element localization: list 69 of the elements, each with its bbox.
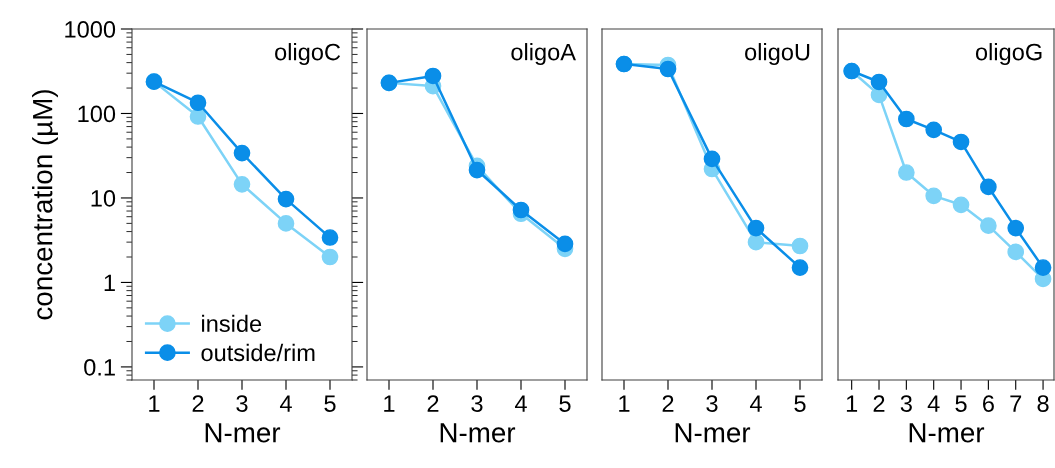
point bbox=[321, 229, 339, 246]
point bbox=[189, 108, 207, 125]
point bbox=[659, 60, 677, 78]
point bbox=[703, 150, 721, 168]
x-tick-label: 3 bbox=[900, 395, 912, 412]
point bbox=[277, 215, 295, 232]
x-tick-label: 2 bbox=[192, 395, 204, 412]
x-tick-label: 2 bbox=[427, 395, 439, 412]
x-tick-label: 4 bbox=[927, 395, 940, 412]
x-tick-label: 4 bbox=[279, 395, 292, 412]
x-tick-label: 1 bbox=[384, 395, 395, 412]
point bbox=[424, 67, 442, 85]
point bbox=[925, 121, 943, 139]
point bbox=[791, 237, 809, 255]
x-axis-title: N-mer bbox=[675, 423, 751, 443]
point bbox=[952, 133, 970, 151]
x-tick-label: 4 bbox=[749, 395, 762, 412]
x-tick-label: 5 bbox=[559, 395, 571, 412]
point bbox=[233, 144, 251, 162]
x-tick-label: 5 bbox=[955, 395, 967, 412]
y-tick-label: 1000 bbox=[65, 21, 116, 38]
point bbox=[233, 175, 251, 193]
point bbox=[1007, 219, 1025, 237]
point bbox=[556, 235, 574, 253]
text: oligoC bbox=[275, 43, 341, 66]
x-tick-label: 5 bbox=[794, 395, 806, 412]
legend-label: inside bbox=[202, 314, 262, 333]
x-tick-label: 3 bbox=[706, 395, 718, 412]
text: oligoG bbox=[975, 43, 1042, 66]
x-tick-label: 6 bbox=[983, 395, 994, 412]
point bbox=[870, 73, 888, 91]
x-tick-label: 2 bbox=[662, 395, 674, 412]
x-tick-label: 1 bbox=[619, 395, 630, 412]
x-tick-label: 3 bbox=[471, 395, 483, 412]
x-tick-label: 4 bbox=[514, 395, 527, 412]
point bbox=[747, 233, 765, 251]
point bbox=[925, 187, 943, 205]
x-tick-label: 8 bbox=[1037, 395, 1049, 412]
point bbox=[1007, 243, 1025, 261]
x-axis-title: N-mer bbox=[440, 423, 516, 443]
y-tick-label: 1 bbox=[104, 274, 115, 291]
point bbox=[952, 196, 970, 214]
x-tick-label: 2 bbox=[873, 395, 885, 412]
point bbox=[277, 190, 295, 208]
x-tick-label: 7 bbox=[1010, 395, 1022, 412]
y-axis-title: concentration (µM) bbox=[32, 90, 58, 320]
x-axis-title: N-mer bbox=[205, 423, 281, 443]
point bbox=[980, 217, 997, 234]
text: oligoA bbox=[511, 43, 576, 66]
x-tick-label: 5 bbox=[324, 395, 336, 412]
y-tick-label: 100 bbox=[78, 105, 116, 123]
text: oligoU bbox=[745, 43, 810, 66]
x-axis-title: N-mer bbox=[909, 423, 985, 443]
point bbox=[468, 161, 486, 179]
point bbox=[747, 219, 765, 237]
point bbox=[791, 259, 809, 276]
y-tick-label: 0.1 bbox=[84, 358, 115, 376]
point bbox=[898, 110, 915, 128]
point bbox=[898, 164, 915, 181]
point bbox=[1034, 259, 1052, 276]
y-tick-label: 10 bbox=[91, 190, 116, 207]
point bbox=[512, 201, 530, 219]
point bbox=[980, 178, 997, 196]
point bbox=[189, 94, 207, 112]
point bbox=[321, 248, 339, 266]
x-tick-label: 3 bbox=[236, 395, 248, 412]
legend-label: outside/rim bbox=[201, 343, 315, 362]
x-tick-label: 1 bbox=[846, 395, 858, 412]
x-tick-label: 1 bbox=[149, 395, 160, 412]
